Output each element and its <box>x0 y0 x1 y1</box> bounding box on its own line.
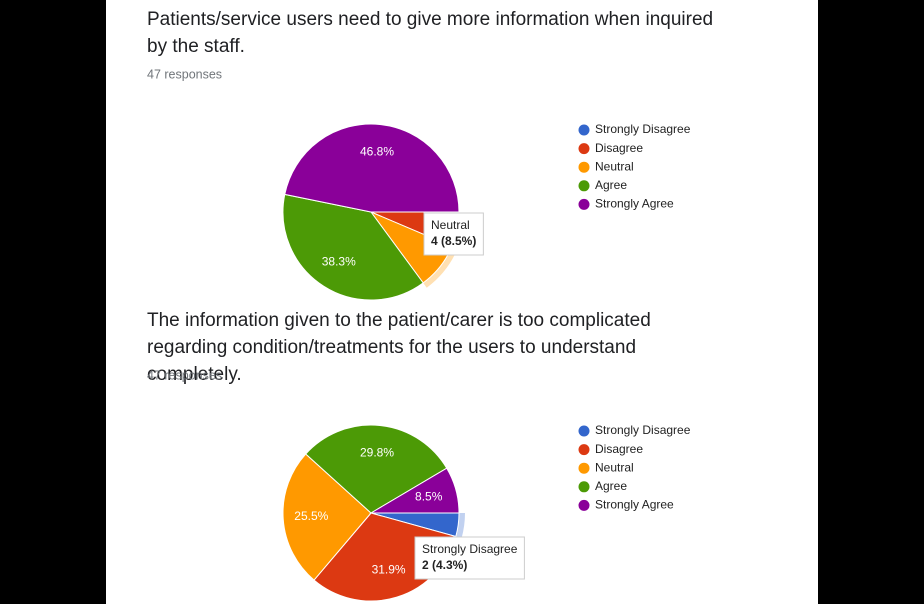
tooltip-name: Neutral <box>431 218 470 232</box>
tooltip-name: Strongly Disagree <box>422 542 518 556</box>
tooltip-box <box>414 536 525 580</box>
tooltip-value: 4 (8.5%) <box>431 234 476 248</box>
slice-label: 25.5% <box>294 509 328 523</box>
pie-slice <box>369 467 460 514</box>
legend-swatch <box>578 198 590 210</box>
legend-swatch <box>578 143 590 155</box>
legend-label: Disagree <box>595 442 643 456</box>
title-line: The information given to the patient/car… <box>147 310 651 331</box>
legend-swatch <box>578 462 590 474</box>
legend-swatch <box>578 444 590 456</box>
tooltip: Neutral 4 (8.5%) <box>423 212 484 256</box>
response-count: 47 responses <box>147 67 222 81</box>
tooltip: Strongly Disagree 2 (4.3%) <box>414 536 525 580</box>
slice-label: 29.8% <box>360 446 394 460</box>
title-line: by the staff. <box>147 36 245 57</box>
response-count: 47 responses <box>147 368 222 382</box>
title-line: completely. <box>147 364 242 385</box>
legend-label: Agree <box>595 479 627 493</box>
slice-label: 8.5% <box>415 489 443 503</box>
slice-label: 38.3% <box>322 255 356 269</box>
legend-label: Agree <box>595 178 627 192</box>
legend-swatch <box>578 481 590 493</box>
question-title: Patients/service users need to give more… <box>147 9 713 57</box>
tooltip-value: 2 (4.3%) <box>422 558 467 572</box>
legend-label: Neutral <box>595 460 634 474</box>
pie-slice <box>305 424 448 514</box>
legend-label: Disagree <box>595 141 643 155</box>
question-title: The information given to the patient/car… <box>147 310 651 385</box>
pie-slice <box>282 193 424 301</box>
legend-label: Strongly Disagree <box>595 122 691 136</box>
legend-label: Strongly Agree <box>595 498 674 512</box>
legend-swatch <box>578 161 590 173</box>
tooltip-box <box>423 212 484 256</box>
legend-label: Neutral <box>595 159 634 173</box>
legend-swatch <box>578 499 590 511</box>
legend-swatch <box>578 425 590 437</box>
pie-slice <box>284 123 460 213</box>
pie-slice <box>282 453 372 581</box>
slice-highlight <box>455 513 465 539</box>
slice-label: 31.9% <box>372 562 406 576</box>
title-line: Patients/service users need to give more… <box>147 9 713 30</box>
legend-label: Strongly Disagree <box>595 423 691 437</box>
slice-label: 46.8% <box>360 145 394 159</box>
card <box>106 0 818 604</box>
legend-label: Strongly Agree <box>595 197 674 211</box>
legend-swatch <box>578 180 590 192</box>
title-line: regarding condition/treatments for the u… <box>147 337 636 358</box>
legend-swatch <box>578 124 590 136</box>
